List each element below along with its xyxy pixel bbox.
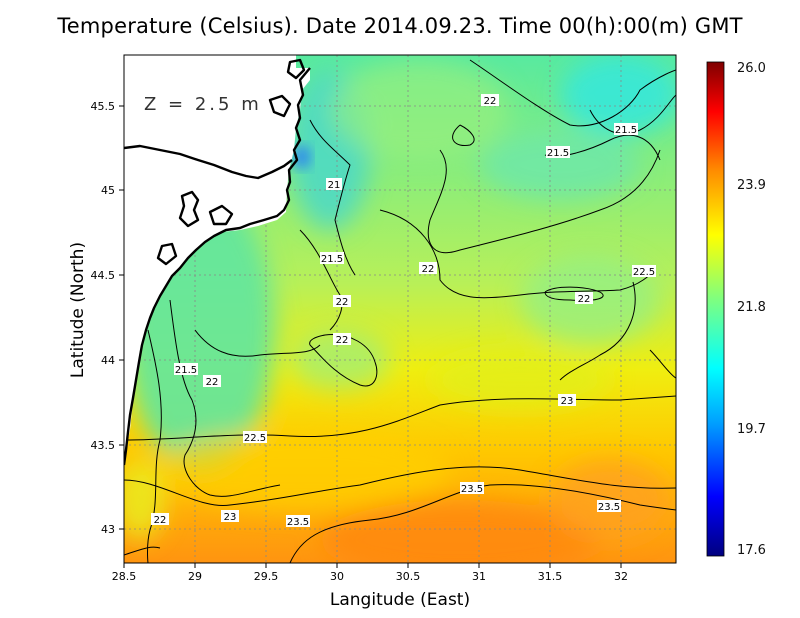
svg-text:23.5: 23.5 [287,517,309,528]
contour-label: 23.5 [460,482,484,495]
grid-lines [124,55,676,563]
colorbar-tick-label: 17.6 [737,543,766,558]
colorbar [706,61,725,557]
contour-label: 22 [203,375,221,388]
contour-label: 21.5 [174,363,198,376]
contour-label: 23 [558,394,576,407]
y-tick-label: 44 [101,354,115,367]
x-tick-label: 32 [614,570,628,583]
svg-text:22: 22 [336,335,349,346]
y-axis: 43 43.5 44 44.5 45 45.5 [91,100,124,536]
svg-text:23: 23 [561,396,574,407]
x-tick-label: 31.5 [538,570,563,583]
plot-area: 22 21.5 21.5 21 21.5 22 22 22.5 22 22 21… [124,55,676,563]
contour-label: 21.5 [614,123,638,136]
contour-label: 21 [326,178,342,191]
contour-label: 22.5 [632,265,656,278]
colorbar-tick-label: 26.0 [737,61,766,76]
contour-label: 23 [221,510,239,523]
svg-text:21: 21 [328,180,341,191]
svg-text:22: 22 [336,297,349,308]
cold-core [293,145,311,169]
x-tick-label: 31 [472,570,486,583]
svg-text:23: 23 [224,512,237,523]
contour-labels: 22 21.5 21.5 21 21.5 22 22 22.5 22 22 21… [151,94,656,528]
coastline [124,58,311,466]
x-tick-label: 30.5 [396,570,421,583]
svg-text:21.5: 21.5 [615,125,637,136]
svg-text:22: 22 [484,96,497,107]
land-mass [124,55,310,470]
contour-label: 22 [151,513,169,526]
x-axis: 28.5 29 29.5 30 30.5 31 31.5 32 [112,563,628,583]
svg-text:22: 22 [206,377,219,388]
contour-label: 23.5 [286,515,310,528]
colorbar-tick-label: 19.7 [737,422,766,437]
contour-label: 22 [333,333,351,346]
contour-label: 21.5 [320,252,344,265]
x-tick-label: 28.5 [112,570,137,583]
contour-label: 22.5 [243,431,267,444]
plot-frame [123,54,677,564]
svg-text:22.5: 22.5 [244,433,266,444]
contour-label: 22 [481,94,499,107]
depth-label: Z = 2.5 m [144,94,262,115]
contour-label: 23.5 [597,500,621,513]
svg-text:23.5: 23.5 [461,484,483,495]
svg-text:22: 22 [578,294,591,305]
contour-label: 21.5 [546,146,570,159]
colorbar-tick-label: 21.8 [737,300,766,315]
y-tick-label: 43 [101,523,115,536]
svg-text:23.5: 23.5 [598,502,620,513]
colorbar-tick-label: 23.9 [737,178,766,193]
x-tick-label: 29 [188,570,202,583]
y-tick-label: 44.5 [91,269,116,282]
y-tick-label: 43.5 [91,439,116,452]
y-tick-label: 45.5 [91,100,116,113]
y-axis-label: Latitude (North) [68,241,88,379]
svg-text:22: 22 [154,515,167,526]
contour-label: 22 [575,292,593,305]
x-axis-label: Langitude (East) [329,590,471,610]
svg-text:21.5: 21.5 [547,148,569,159]
svg-text:21.5: 21.5 [175,365,197,376]
y-tick-label: 45 [101,184,115,197]
contour-label: 22 [333,295,351,308]
contour-label: 22 [419,262,437,275]
svg-text:21.5: 21.5 [321,254,343,265]
svg-text:22: 22 [422,264,435,275]
chart-title: Temperature (Celsius). Date 2014.09.23. … [57,14,743,38]
svg-text:22.5: 22.5 [633,267,655,278]
x-tick-label: 29.5 [254,570,279,583]
x-tick-label: 30 [330,570,344,583]
